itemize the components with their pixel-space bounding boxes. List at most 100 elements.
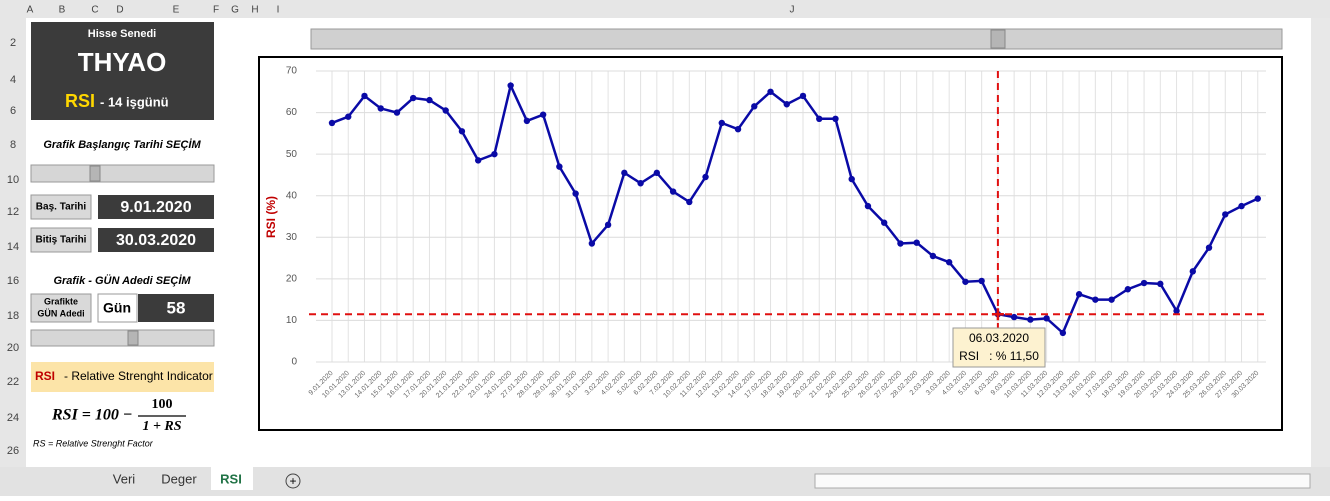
- column-header: J: [790, 5, 795, 16]
- rsi-point: [426, 96, 433, 104]
- rsi-point: [556, 163, 563, 170]
- y-tick-label: 10: [286, 315, 298, 326]
- column-header-bar: [0, 0, 1330, 18]
- rsi-point: [1059, 329, 1067, 337]
- y-tick-label: 20: [286, 273, 298, 284]
- row-number: 24: [7, 412, 19, 424]
- sheet-tab[interactable]: RSI: [220, 471, 242, 486]
- rsi-point: [702, 173, 709, 181]
- rsi-point: [539, 111, 547, 118]
- start-date-box: [98, 195, 214, 219]
- end-label-box: [30, 227, 92, 253]
- row-number: 18: [7, 310, 19, 322]
- tooltip-date: 06.03.2020: [969, 331, 1029, 345]
- days-scroll-thumb[interactable]: [127, 330, 139, 346]
- row-number: 20: [7, 342, 19, 354]
- chart-scrollbar[interactable]: [310, 28, 1283, 50]
- rsi-point: [734, 126, 742, 133]
- days-label-line1: Grafikte: [44, 296, 78, 306]
- end-label: Bitiş Tarihi: [36, 235, 87, 246]
- rsi-point: [377, 105, 384, 112]
- rsi-point: [1075, 291, 1083, 298]
- start-section-title: Grafik Başlangıç Tarihi SEÇİM: [43, 138, 201, 151]
- ticker: THYAO: [78, 47, 167, 77]
- row-number: 26: [7, 445, 19, 457]
- rsi-point: [637, 180, 644, 187]
- rsi-point: [345, 113, 352, 120]
- rsi-point: [767, 88, 774, 95]
- rsi-point: [1027, 316, 1034, 323]
- column-header: F: [213, 5, 219, 16]
- info-box: [31, 362, 214, 392]
- days-section-title: Grafik - GÜN Adedi SEÇİM: [53, 274, 191, 287]
- row-number: 16: [7, 275, 19, 287]
- row-header-bar: [0, 0, 26, 467]
- row-number: 4: [10, 74, 16, 86]
- add-sheet-button[interactable]: [285, 473, 301, 489]
- active-tab[interactable]: [211, 467, 253, 490]
- rsi-point: [507, 82, 514, 89]
- y-tick-label: 50: [286, 149, 298, 160]
- horizontal-scrollbar[interactable]: [814, 473, 1311, 489]
- days-scrollbar[interactable]: [30, 329, 215, 347]
- y-tick-label: 40: [286, 190, 298, 201]
- rsi-point: [653, 169, 661, 177]
- rsi-point: [474, 157, 482, 164]
- sheet-tab[interactable]: Veri: [113, 471, 136, 486]
- rsi-point: [458, 128, 466, 135]
- info-abbr: RSI: [35, 369, 55, 383]
- y-tick-label: 30: [286, 232, 298, 243]
- rsi-point: [1189, 268, 1196, 275]
- days-count-box: [138, 294, 214, 322]
- column-header: C: [91, 5, 98, 16]
- start-label: Baş. Tarihi: [36, 202, 87, 213]
- days-unit-box: [97, 293, 138, 323]
- rsi-point: [832, 115, 839, 123]
- column-header: I: [277, 5, 280, 16]
- formula-numerator: 100: [152, 397, 173, 412]
- rsi-point: [410, 94, 417, 102]
- crosshair-marker: [991, 308, 1004, 321]
- row-number: 6: [10, 105, 16, 117]
- column-header: E: [173, 5, 180, 16]
- start-scrollbar[interactable]: [30, 164, 215, 183]
- row-number: 22: [7, 376, 19, 388]
- rsi-point: [491, 150, 498, 158]
- rsi-point: [1092, 296, 1099, 303]
- rsi-point: [1043, 315, 1050, 322]
- rsi-point: [929, 252, 937, 260]
- chart-scroll-thumb[interactable]: [990, 29, 1006, 49]
- rsi-point: [1108, 296, 1115, 303]
- rsi-point: [669, 188, 677, 195]
- rsi-line: [331, 81, 1259, 336]
- rsi-point: [523, 117, 531, 125]
- rsi-point: [1010, 313, 1018, 321]
- rsi-point: [604, 221, 612, 229]
- rsi-point: [1173, 307, 1180, 315]
- rsi-point: [751, 103, 758, 110]
- column-header: D: [116, 5, 123, 16]
- sheet-tab[interactable]: Deger: [161, 471, 197, 486]
- days-count: 58: [167, 298, 186, 317]
- info-title: - Relative Strenght Indicator: [64, 369, 213, 383]
- tooltip-value: RSI : % 11,50: [959, 349, 1039, 363]
- footnote: RS = Relative Strenght Factor: [33, 438, 154, 448]
- y-tick-label: 70: [286, 66, 298, 77]
- rsi-point: [864, 202, 872, 210]
- rsi-point: [1205, 244, 1213, 251]
- rsi-point: [328, 119, 336, 127]
- tooltip: [952, 327, 1046, 368]
- formula-denominator: 1 + RS: [142, 419, 181, 434]
- indicator: RSI: [65, 91, 95, 111]
- rsi-point: [1222, 211, 1229, 218]
- stock-panel: [31, 22, 214, 120]
- rsi-point: [978, 277, 985, 285]
- days-label-line2: GÜN Adedi: [37, 308, 84, 318]
- row-number: 2: [10, 37, 16, 49]
- rsi-point: [686, 198, 693, 206]
- end-date-box: [98, 228, 214, 252]
- rsi-point: [799, 92, 807, 100]
- vertical-scrollbar[interactable]: [1311, 18, 1330, 467]
- rsi-point: [881, 219, 888, 226]
- start-scroll-thumb[interactable]: [89, 165, 101, 182]
